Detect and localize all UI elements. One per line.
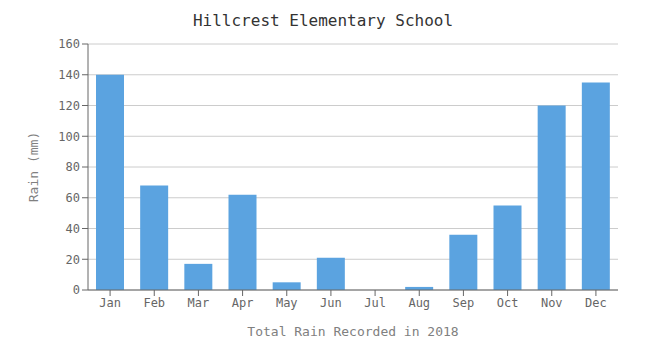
svg-text:120: 120	[58, 99, 80, 113]
svg-text:Nov: Nov	[541, 296, 563, 310]
svg-text:140: 140	[58, 68, 80, 82]
svg-text:20: 20	[66, 253, 80, 267]
svg-text:Feb: Feb	[143, 296, 165, 310]
svg-text:40: 40	[66, 222, 80, 236]
svg-text:Jul: Jul	[364, 296, 386, 310]
svg-text:60: 60	[66, 191, 80, 205]
html-text:Hillcrest Elementary School: Hillcrest Elementary School	[193, 11, 453, 30]
svg-text:0: 0	[73, 283, 80, 297]
svg-text:May: May	[276, 296, 298, 310]
svg-text:Jan: Jan	[99, 296, 121, 310]
svg-text:160: 160	[58, 37, 80, 51]
svg-text:Rain (mm): Rain (mm)	[26, 132, 41, 202]
svg-text:Sep: Sep	[453, 296, 475, 310]
svg-text:Apr: Apr	[232, 296, 254, 310]
svg-text:Jun: Jun	[320, 296, 342, 310]
svg-text:Mar: Mar	[188, 296, 210, 310]
svg-text:Total Rain Recorded in 2018: Total Rain Recorded in 2018	[247, 324, 458, 339]
svg-text:100: 100	[58, 130, 80, 144]
svg-text:Aug: Aug	[408, 296, 430, 310]
svg-text:Dec: Dec	[585, 296, 607, 310]
svg-text:Oct: Oct	[497, 296, 519, 310]
svg-text:80: 80	[66, 160, 80, 174]
